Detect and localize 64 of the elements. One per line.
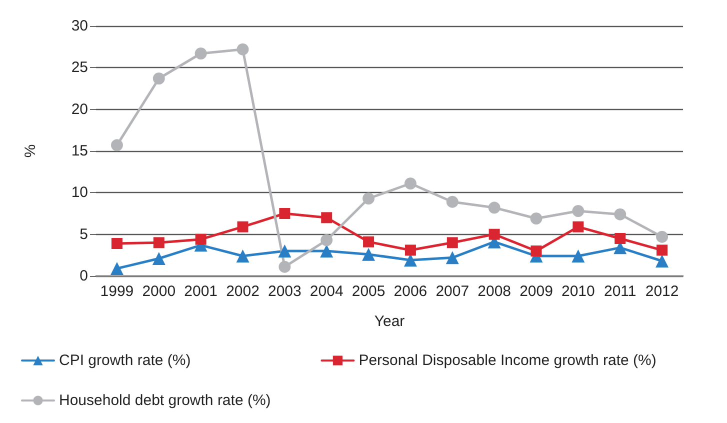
- x-tick-label: 2007: [436, 283, 470, 300]
- point: [656, 244, 668, 256]
- point: [320, 244, 334, 258]
- x-tick-label: 2006: [394, 283, 428, 300]
- point: [446, 196, 458, 208]
- point: [530, 212, 542, 224]
- point: [110, 262, 124, 275]
- point: [614, 208, 626, 220]
- y-tick-label: 20: [71, 100, 88, 118]
- x-tick-label: 2005: [352, 283, 386, 300]
- point: [110, 139, 123, 152]
- legend-label: Household debt growth rate (%): [59, 392, 271, 409]
- point: [152, 252, 166, 265]
- point: [572, 250, 585, 262]
- point: [404, 178, 416, 190]
- point: [446, 251, 459, 264]
- point: [363, 236, 374, 248]
- point: [404, 254, 417, 267]
- y-tick-label: 10: [71, 184, 88, 202]
- y-tick-label: 15: [71, 142, 88, 160]
- x-axis-title: Year: [374, 313, 405, 330]
- x-tick-label: 2011: [604, 283, 636, 300]
- x-tick-label: 2002: [226, 283, 260, 300]
- point: [530, 246, 542, 256]
- y-tick-label: 25: [71, 59, 88, 76]
- point: [614, 233, 626, 244]
- point: [362, 192, 375, 204]
- point: [572, 205, 584, 217]
- point: [279, 208, 290, 219]
- point: [153, 237, 164, 248]
- x-tick-label: 2012: [645, 283, 679, 300]
- point: [111, 238, 122, 249]
- x-tick-label: 2000: [142, 283, 176, 300]
- y-axis-title: %: [22, 144, 39, 158]
- legend-label: CPI growth rate (%): [59, 352, 191, 369]
- point: [194, 48, 207, 60]
- point: [362, 248, 376, 261]
- point: [656, 254, 669, 268]
- x-tick-label: 2004: [310, 283, 344, 300]
- point: [572, 221, 584, 232]
- x-tick-label: 2008: [478, 283, 512, 300]
- point: [404, 244, 416, 256]
- point: [236, 43, 249, 56]
- x-tick-label: 2009: [520, 283, 553, 300]
- point: [278, 260, 291, 273]
- point: [446, 237, 458, 248]
- point: [488, 228, 500, 240]
- x-tick-label: 1999: [100, 283, 134, 300]
- point: [321, 212, 332, 224]
- point: [656, 230, 668, 243]
- y-tick-label: 30: [71, 18, 88, 34]
- y-tick-label: 0: [80, 268, 88, 284]
- x-tick-label: 2003: [268, 283, 302, 300]
- point: [488, 202, 500, 214]
- legend-label: Personal Disposable Income growth rate (%): [358, 352, 656, 369]
- x-tick-label: 2010: [561, 283, 595, 300]
- point: [237, 221, 248, 232]
- point: [236, 250, 250, 262]
- point: [152, 72, 165, 84]
- point: [320, 234, 333, 246]
- x-tick-label: 2001: [184, 283, 218, 300]
- y-tick-label: 5: [80, 226, 88, 243]
- point: [278, 244, 292, 258]
- point: [195, 234, 206, 245]
